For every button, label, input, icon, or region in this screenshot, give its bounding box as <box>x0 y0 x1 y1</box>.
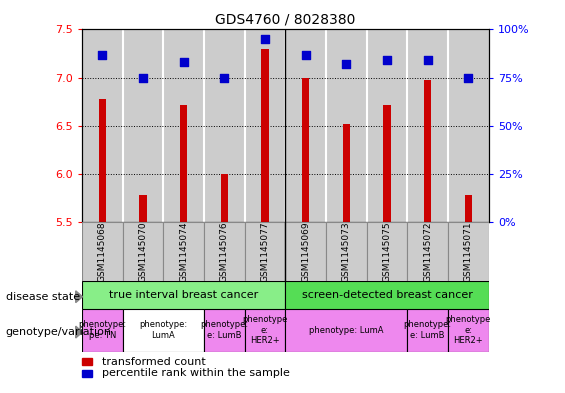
Bar <box>285 281 489 309</box>
Text: phenotype
e:
HER2+: phenotype e: HER2+ <box>242 315 288 345</box>
Bar <box>302 77 309 222</box>
Bar <box>180 105 187 222</box>
Bar <box>407 222 448 281</box>
Point <box>301 51 310 58</box>
Text: GSM1145068: GSM1145068 <box>98 221 107 282</box>
Text: phenotype: LumA: phenotype: LumA <box>309 326 384 334</box>
Text: GSM1145070: GSM1145070 <box>138 221 147 282</box>
Text: GSM1145077: GSM1145077 <box>260 221 270 282</box>
Text: GSM1145074: GSM1145074 <box>179 221 188 282</box>
Bar <box>448 222 489 281</box>
Point <box>98 51 107 58</box>
Text: GSM1145075: GSM1145075 <box>383 221 392 282</box>
Point <box>220 74 229 81</box>
Title: GDS4760 / 8028380: GDS4760 / 8028380 <box>215 13 355 27</box>
Bar <box>262 49 268 222</box>
Polygon shape <box>76 291 82 303</box>
Bar <box>326 29 367 222</box>
Bar <box>82 29 123 222</box>
Bar <box>163 29 204 222</box>
Bar <box>285 222 326 281</box>
Bar <box>448 29 489 222</box>
Text: GSM1145071: GSM1145071 <box>464 221 473 282</box>
Bar <box>326 222 367 281</box>
Text: phenotype
e:
HER2+: phenotype e: HER2+ <box>446 315 491 345</box>
Point <box>179 59 188 65</box>
Text: transformed count: transformed count <box>102 356 206 367</box>
Bar <box>367 222 407 281</box>
Bar <box>204 29 245 222</box>
Bar <box>123 222 163 281</box>
Bar <box>221 174 228 222</box>
Bar <box>82 309 123 352</box>
Bar <box>245 29 285 222</box>
Text: disease state: disease state <box>6 292 80 302</box>
Text: genotype/variation: genotype/variation <box>6 327 112 337</box>
Bar <box>99 99 106 222</box>
Point <box>423 57 432 63</box>
Bar <box>82 222 123 281</box>
Bar <box>245 309 285 352</box>
Bar <box>285 309 407 352</box>
Bar <box>424 79 431 222</box>
Bar <box>407 29 448 222</box>
Text: phenotype:
pe: TN: phenotype: pe: TN <box>78 320 127 340</box>
Text: GSM1145073: GSM1145073 <box>342 221 351 282</box>
Text: percentile rank within the sample: percentile rank within the sample <box>102 368 290 378</box>
Polygon shape <box>76 326 82 338</box>
Bar <box>123 29 163 222</box>
Bar <box>245 222 285 281</box>
Text: GSM1145072: GSM1145072 <box>423 221 432 282</box>
Text: phenotype:
e: LumB: phenotype: e: LumB <box>403 320 452 340</box>
Bar <box>407 309 448 352</box>
Bar <box>163 222 204 281</box>
Bar <box>285 29 326 222</box>
Point <box>342 61 351 67</box>
Bar <box>448 309 489 352</box>
Text: GSM1145069: GSM1145069 <box>301 221 310 282</box>
Bar <box>204 309 245 352</box>
Bar <box>82 281 285 309</box>
Point <box>464 74 473 81</box>
Text: phenotype:
e: LumB: phenotype: e: LumB <box>200 320 249 340</box>
Point <box>138 74 147 81</box>
Text: GSM1145076: GSM1145076 <box>220 221 229 282</box>
Bar <box>140 195 146 222</box>
Bar <box>367 29 407 222</box>
Bar <box>384 105 390 222</box>
Text: screen-detected breast cancer: screen-detected breast cancer <box>302 290 472 300</box>
Point <box>260 36 270 42</box>
Bar <box>343 124 350 222</box>
Bar <box>123 309 204 352</box>
Text: true interval breast cancer: true interval breast cancer <box>109 290 258 300</box>
Point <box>383 57 392 63</box>
Bar <box>204 222 245 281</box>
Bar <box>465 195 472 222</box>
Text: phenotype:
LumA: phenotype: LumA <box>139 320 188 340</box>
